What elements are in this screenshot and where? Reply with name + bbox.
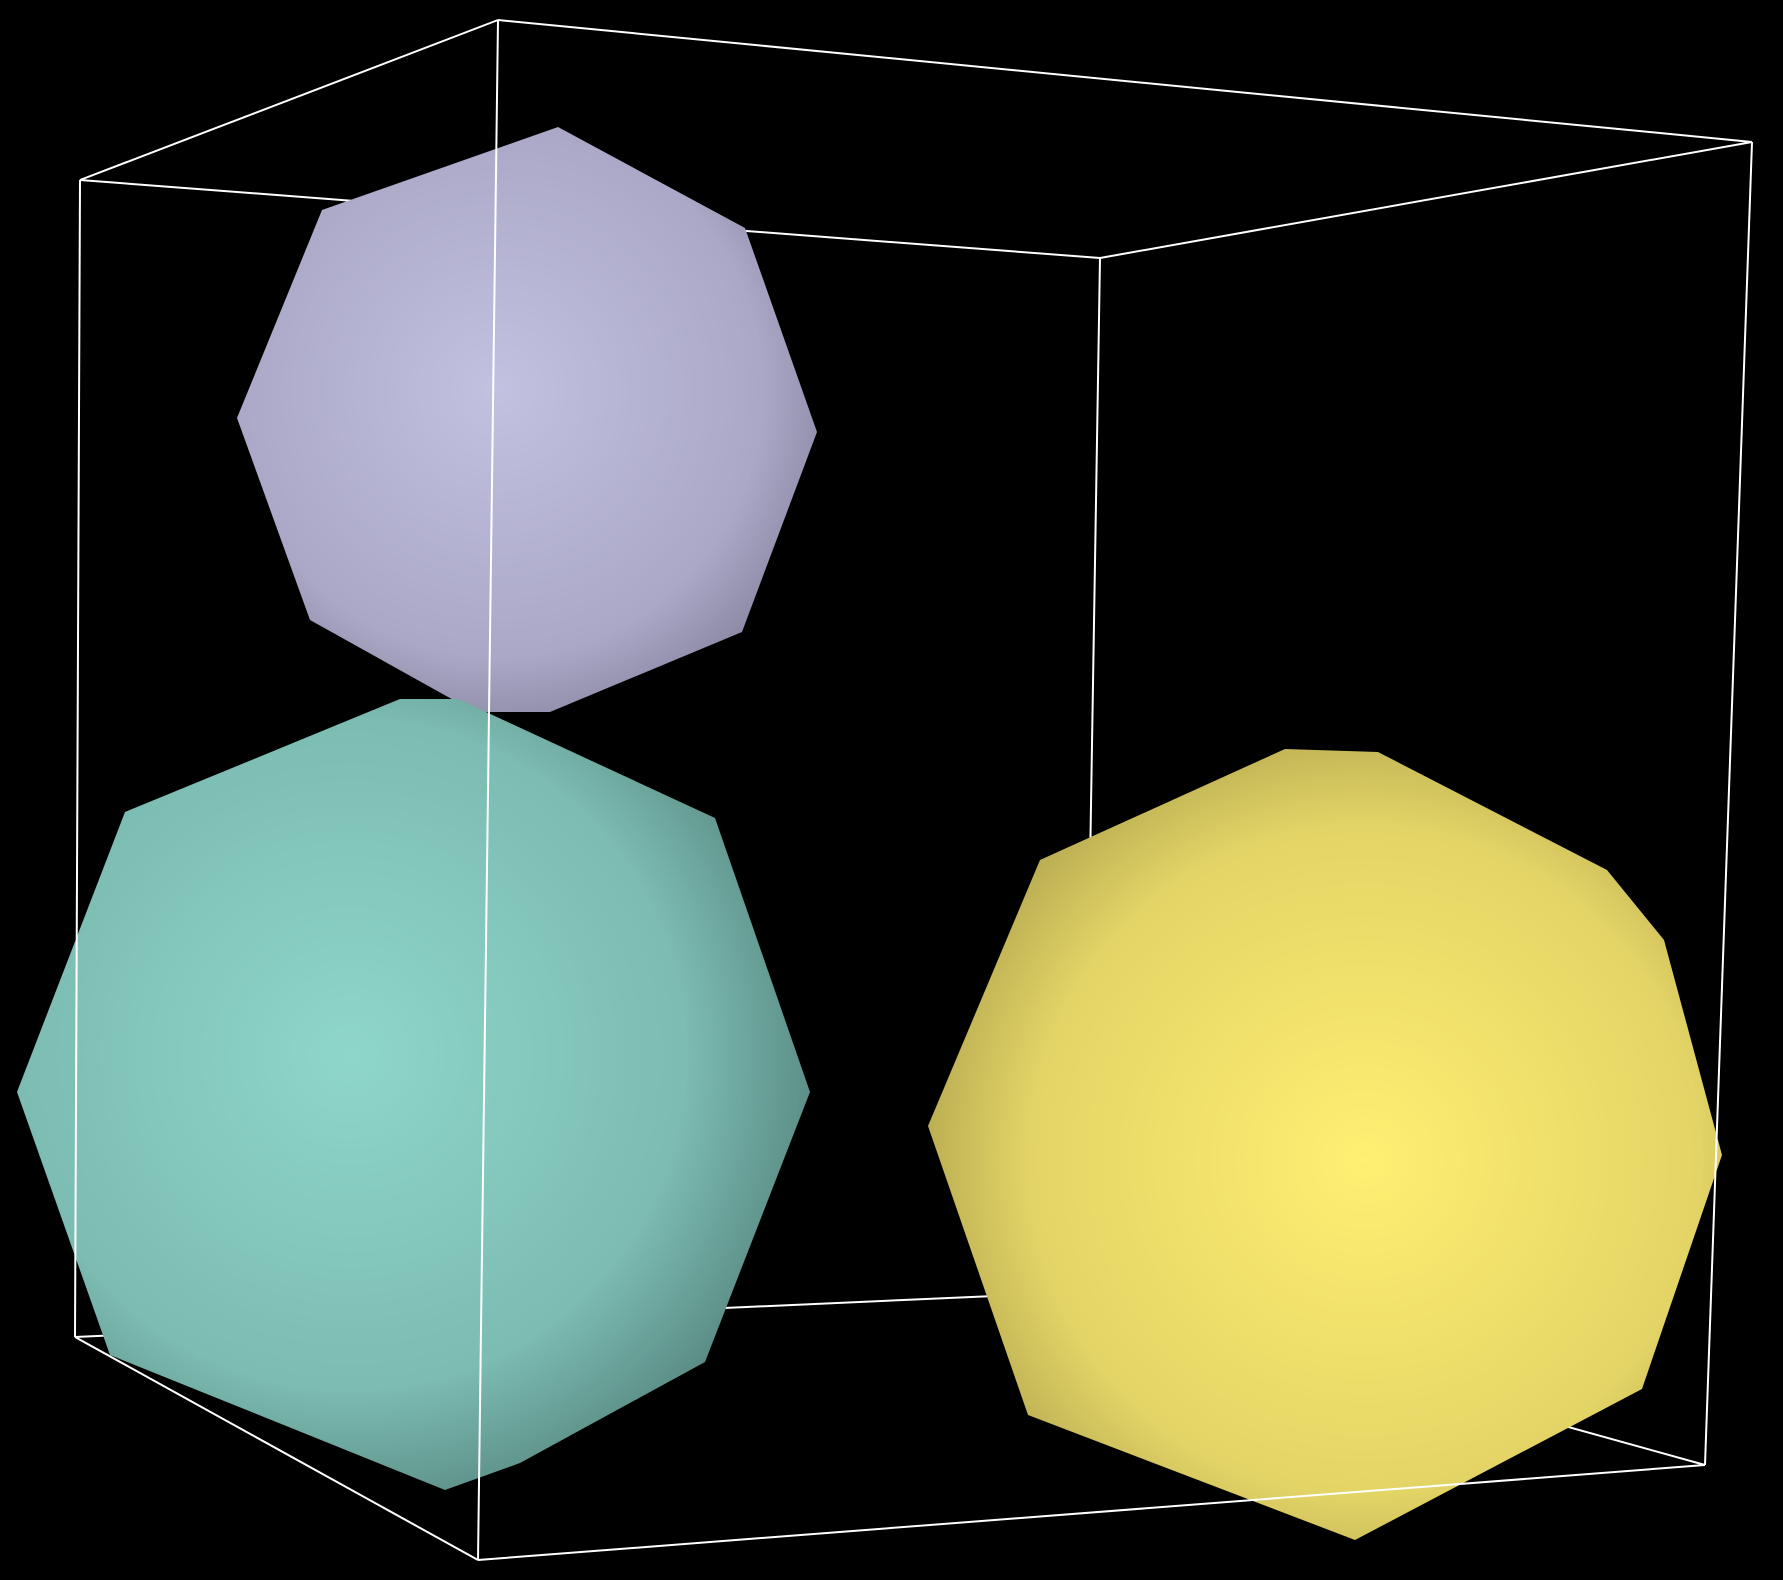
teal-polyhedron[interactable] bbox=[17, 699, 810, 1490]
box-edge bbox=[79, 19, 499, 181]
box-edge bbox=[1099, 141, 1753, 259]
yellow-polyhedron[interactable] bbox=[928, 749, 1722, 1540]
box-edge bbox=[477, 19, 499, 1561]
box-edge bbox=[1704, 141, 1753, 1466]
bounding-box-front bbox=[74, 19, 1753, 1561]
box-edge bbox=[74, 179, 81, 1338]
lavender-polyhedron[interactable] bbox=[237, 127, 817, 712]
box-edge bbox=[477, 1464, 1706, 1561]
box-edge bbox=[497, 19, 1753, 143]
box-edge bbox=[74, 1336, 479, 1561]
